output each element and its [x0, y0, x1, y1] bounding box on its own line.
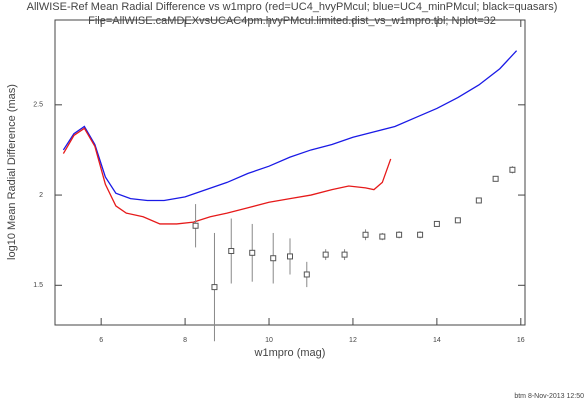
x-tick-label: 16	[517, 337, 525, 344]
data-point	[475, 197, 482, 204]
x-tick-label: 14	[433, 337, 441, 344]
data-point	[322, 251, 329, 258]
data-point	[341, 251, 348, 258]
footer: btm 8-Nov-2013 12:50	[514, 393, 584, 400]
data-point	[396, 231, 403, 238]
data-point	[270, 255, 277, 262]
data-point	[454, 217, 461, 224]
x-tick-label: 8	[183, 337, 187, 344]
data-point	[249, 249, 256, 256]
x-axis-label: w1mpro (mag)	[254, 347, 326, 359]
x-tick-label: 12	[349, 337, 357, 344]
chart-title: AllWISE-Ref Mean Radial Difference vs w1…	[27, 1, 558, 13]
x-tick-label: 6	[99, 337, 103, 344]
y-tick-label: 1.5	[33, 282, 43, 289]
data-point	[379, 233, 386, 240]
data-point	[192, 222, 199, 229]
series-line	[62, 50, 518, 202]
data-point	[287, 253, 293, 260]
chart-subtitle: File=AllWISE.caMDEXvsUCAC4pm.hvyPMcul.li…	[88, 15, 496, 27]
data-point	[362, 231, 369, 238]
data-point	[211, 284, 218, 291]
data-point	[228, 248, 235, 255]
data-point	[433, 220, 440, 227]
plot-frame	[54, 19, 526, 326]
data-point	[509, 166, 516, 173]
series-line	[62, 127, 392, 225]
data-point	[417, 231, 424, 238]
y-tick-label: 2.5	[33, 102, 43, 109]
data-point	[492, 175, 499, 182]
x-tick-label: 10	[265, 337, 273, 344]
y-tick-label: 2	[39, 192, 43, 199]
data-point	[303, 271, 310, 278]
y-axis-label: log10 Mean Radial Difference (mas)	[6, 84, 18, 260]
